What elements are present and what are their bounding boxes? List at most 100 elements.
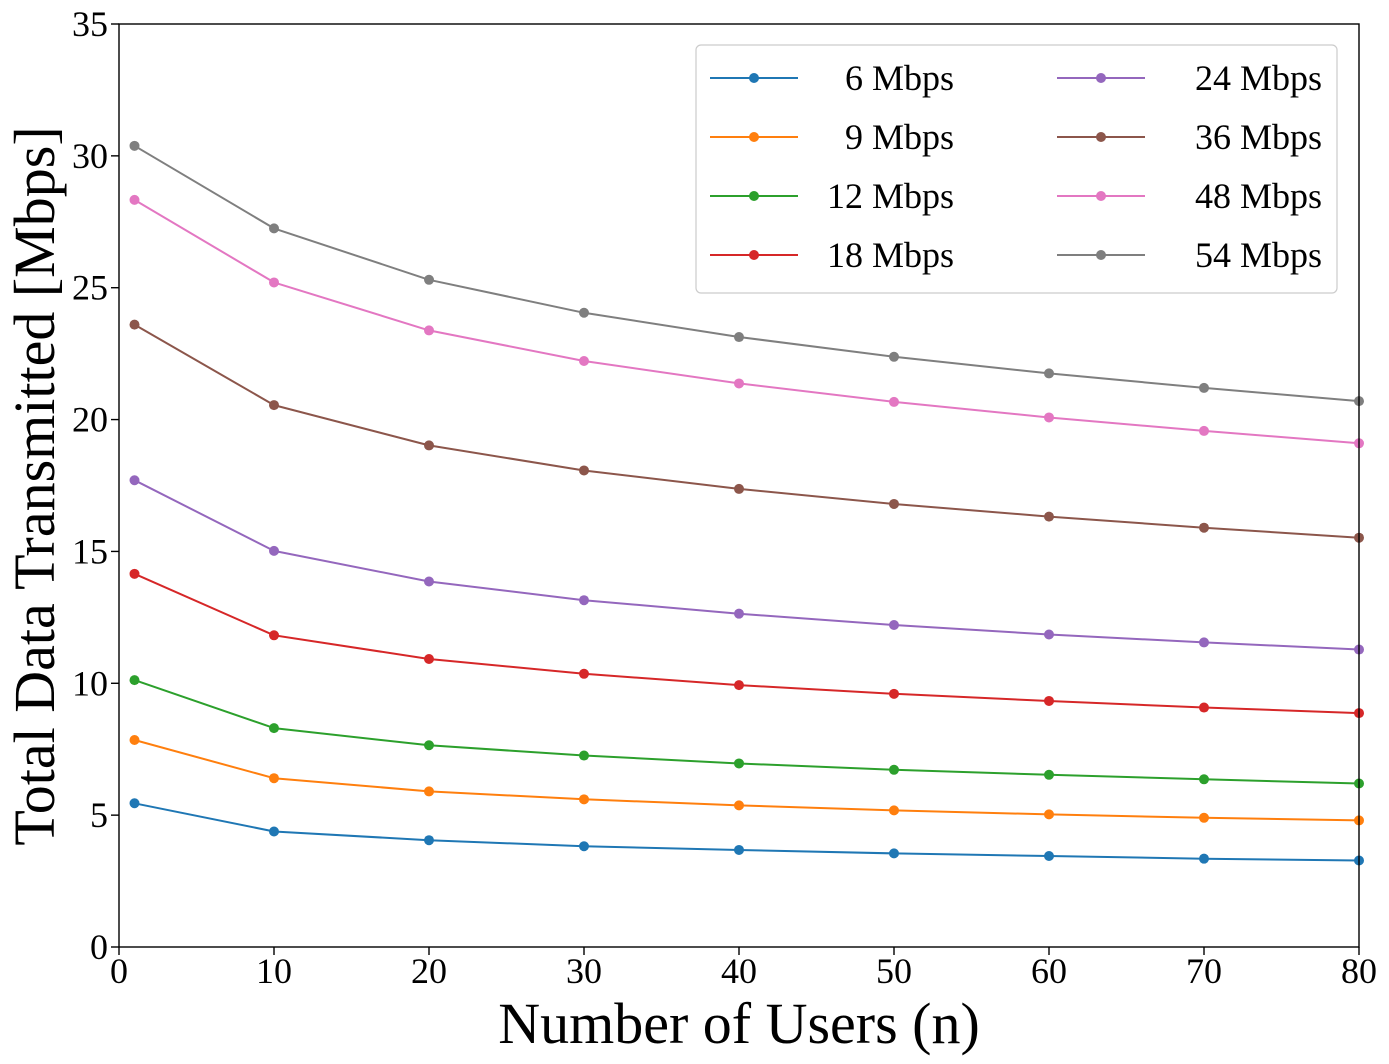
series-1: [129, 734, 1364, 826]
axes-layer: 0 10 20 30 40 50 60 70 80 0 5 10 15 20 25 30 35: [72, 4, 1377, 991]
data-point: [129, 319, 140, 330]
data-point: [734, 483, 744, 494]
data-point: [889, 764, 899, 775]
data-point: [734, 844, 744, 855]
data-point: [579, 668, 589, 679]
legend-label: 54 Mbps: [1195, 235, 1322, 275]
legend-item: 18 Mbps: [710, 235, 954, 275]
legend-marker: [749, 132, 759, 142]
data-point: [734, 332, 744, 343]
x-tick-label: 60: [1031, 951, 1067, 991]
data-point: [424, 786, 434, 797]
x-tick-label: 80: [1341, 951, 1377, 991]
legend-marker: [749, 191, 759, 201]
data-point: [129, 798, 140, 809]
data-point: [889, 351, 899, 362]
legend-label: 48 Mbps: [1195, 176, 1322, 216]
data-point: [269, 773, 279, 784]
data-point: [579, 356, 589, 367]
series-layer: [129, 140, 1364, 866]
data-point: [1044, 809, 1054, 820]
series-4: [129, 475, 1364, 655]
y-tick-label: 15: [72, 531, 108, 571]
data-point: [1044, 368, 1054, 379]
legend-item: 36 Mbps: [1057, 117, 1322, 157]
data-point: [1199, 522, 1209, 533]
data-point: [1199, 812, 1209, 823]
data-point: [129, 194, 140, 205]
data-point: [734, 378, 744, 389]
data-point: [129, 734, 140, 745]
data-point: [269, 277, 279, 288]
data-point: [1044, 851, 1054, 862]
data-point: [889, 848, 899, 859]
x-tick-label: 0: [110, 951, 128, 991]
legend: 6 Mbps 9 Mbps 12 Mbps 18 Mbps 24 Mbps 36 Mbps…: [695, 44, 1338, 294]
data-point: [424, 835, 434, 846]
data-point: [579, 595, 589, 606]
y-tick-label: 10: [72, 663, 108, 703]
x-axis-label: Number of Users (n): [498, 991, 980, 1056]
data-point: [424, 325, 434, 336]
legend-item: 24 Mbps: [1057, 58, 1322, 98]
x-tick-label: 50: [876, 951, 912, 991]
legend-item: 12 Mbps: [710, 176, 954, 216]
y-tick-label: 25: [72, 268, 108, 308]
legend-marker: [1096, 250, 1106, 260]
x-tick-label: 30: [566, 951, 602, 991]
data-point: [889, 620, 899, 631]
series-5: [129, 319, 1364, 543]
data-point: [129, 475, 140, 486]
data-point: [734, 758, 744, 769]
y-axis-label: Total Data Transmitted [Mbps]: [2, 126, 67, 845]
data-point: [579, 794, 589, 805]
data-point: [579, 750, 589, 761]
legend-item: 54 Mbps: [1057, 235, 1322, 275]
x-tick-label: 10: [256, 951, 292, 991]
data-point: [269, 223, 279, 234]
data-point: [889, 498, 899, 509]
legend-box: [695, 44, 1338, 294]
legend-marker: [1096, 132, 1106, 142]
x-tick-label: 70: [1186, 951, 1222, 991]
legend-label: 24 Mbps: [1195, 58, 1322, 98]
data-point: [424, 274, 434, 285]
legend-label: 9 Mbps: [845, 117, 954, 157]
legend-marker: [749, 250, 759, 260]
legend-label: 36 Mbps: [1195, 117, 1322, 157]
data-point: [1199, 425, 1209, 436]
y-tick-label: 35: [72, 4, 108, 44]
data-point: [579, 465, 589, 476]
data-point: [1199, 853, 1209, 864]
data-point: [1044, 629, 1054, 640]
data-point: [424, 440, 434, 451]
x-tick-label: 20: [411, 951, 447, 991]
legend-label: 12 Mbps: [827, 176, 954, 216]
series-6: [129, 194, 1364, 449]
legend-label: 6 Mbps: [845, 58, 954, 98]
data-point: [1044, 412, 1054, 423]
data-point: [424, 654, 434, 665]
data-point: [424, 576, 434, 587]
data-point: [889, 688, 899, 699]
data-point: [269, 400, 279, 411]
legend-item: 9 Mbps: [710, 117, 954, 157]
data-point: [129, 675, 140, 686]
data-point: [1199, 774, 1209, 785]
data-point: [269, 826, 279, 837]
legend-label: 18 Mbps: [827, 235, 954, 275]
data-point: [129, 568, 140, 579]
data-point: [734, 680, 744, 691]
data-point: [1199, 382, 1209, 393]
y-tick-label: 20: [72, 400, 108, 440]
y-tick-label: 5: [90, 795, 108, 835]
data-point: [1044, 695, 1054, 706]
data-point: [424, 740, 434, 751]
legend-item: 48 Mbps: [1057, 176, 1322, 216]
data-point: [1044, 769, 1054, 780]
y-tick-label: 0: [90, 927, 108, 967]
data-point: [734, 608, 744, 619]
data-point: [1199, 702, 1209, 713]
data-point: [269, 545, 279, 556]
